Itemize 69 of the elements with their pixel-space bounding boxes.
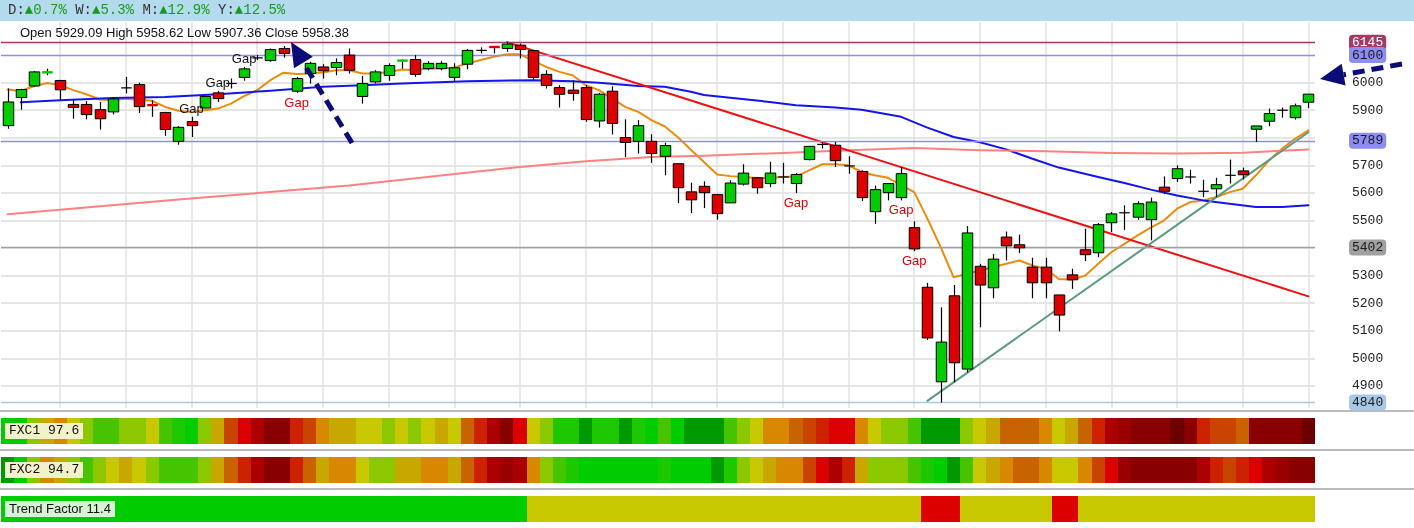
candlestick xyxy=(619,118,632,158)
ref-line-label: 5789 xyxy=(1352,133,1384,149)
y-tick-label: 4900 xyxy=(1352,378,1384,394)
candlestick xyxy=(895,166,908,201)
candlestick xyxy=(659,142,672,176)
line-series xyxy=(6,147,1310,216)
candlestick xyxy=(1079,228,1092,262)
candlestick xyxy=(356,75,369,105)
annotation: Open 5929.09 High 5958.62 Low 5907.36 Close 5958.38 xyxy=(20,25,349,40)
y-tick-label: 5300 xyxy=(1352,268,1384,284)
y-tick-label: 5700 xyxy=(1352,157,1384,173)
candlestick xyxy=(1132,200,1145,221)
candlestick xyxy=(186,116,199,138)
ref-line-label: 6145 xyxy=(1352,35,1384,51)
text: Trend Factor 11.4 xyxy=(5,500,115,517)
ref-line-label: 6100 xyxy=(1352,47,1384,63)
candlestick xyxy=(1000,230,1013,262)
candlestick xyxy=(1040,257,1053,299)
candlestick xyxy=(1066,268,1079,290)
candlestick xyxy=(1013,233,1026,254)
candlestick xyxy=(778,162,789,185)
candlestick xyxy=(1026,257,1039,299)
candlestick xyxy=(698,180,711,209)
candlestick xyxy=(461,48,474,70)
y-tick-label: 5100 xyxy=(1352,323,1384,339)
ref-line-label: 4840 xyxy=(1352,394,1384,410)
candlestick xyxy=(685,182,698,214)
y-tick-label: 6000 xyxy=(1352,75,1384,91)
candlestick xyxy=(1053,294,1066,332)
y-tick-label: 5900 xyxy=(1352,102,1384,118)
candlestick xyxy=(974,263,987,328)
candlestick xyxy=(553,84,566,109)
candlestick xyxy=(172,125,185,146)
candlestick xyxy=(724,179,737,204)
text: Gap xyxy=(888,202,914,218)
candlestick xyxy=(1210,177,1223,198)
y-tick-label: 5200 xyxy=(1352,295,1384,311)
text: Gap xyxy=(783,194,809,210)
candlestick xyxy=(790,172,803,194)
candlestick xyxy=(711,193,724,221)
candlestick xyxy=(94,101,107,131)
candlestick xyxy=(829,141,842,168)
candlestick xyxy=(908,220,921,252)
candlestick xyxy=(869,184,882,225)
candlestick xyxy=(2,87,15,130)
y-tick-label: 5600 xyxy=(1352,185,1384,201)
candlestick xyxy=(1145,197,1158,241)
candlestick xyxy=(67,99,80,120)
y-tick-label: 5500 xyxy=(1352,213,1384,229)
candlestick xyxy=(672,163,685,204)
y-tick-label: 5000 xyxy=(1352,350,1384,366)
candlestick xyxy=(764,161,777,188)
candlestick xyxy=(409,54,422,78)
text: FXC1 97.6 xyxy=(5,422,84,439)
candlestick xyxy=(645,133,658,164)
candlestick xyxy=(540,69,553,90)
text: Gap xyxy=(231,50,257,66)
candlestick xyxy=(133,82,146,114)
candlestick xyxy=(1105,211,1118,233)
text: Gap xyxy=(284,94,309,110)
text: FXC2 94.7 xyxy=(5,461,84,478)
candlestick xyxy=(567,79,580,102)
candlestick xyxy=(343,47,356,75)
chart-title: D:▲0.7% W:▲5.3% M:▲12.9% Y:▲12.5% xyxy=(8,2,286,18)
candlestick xyxy=(80,100,93,120)
text: Gap xyxy=(205,74,231,90)
ref-line-label: 5402 xyxy=(1352,240,1384,256)
text: Gap xyxy=(901,253,927,269)
candlestick xyxy=(632,119,645,155)
